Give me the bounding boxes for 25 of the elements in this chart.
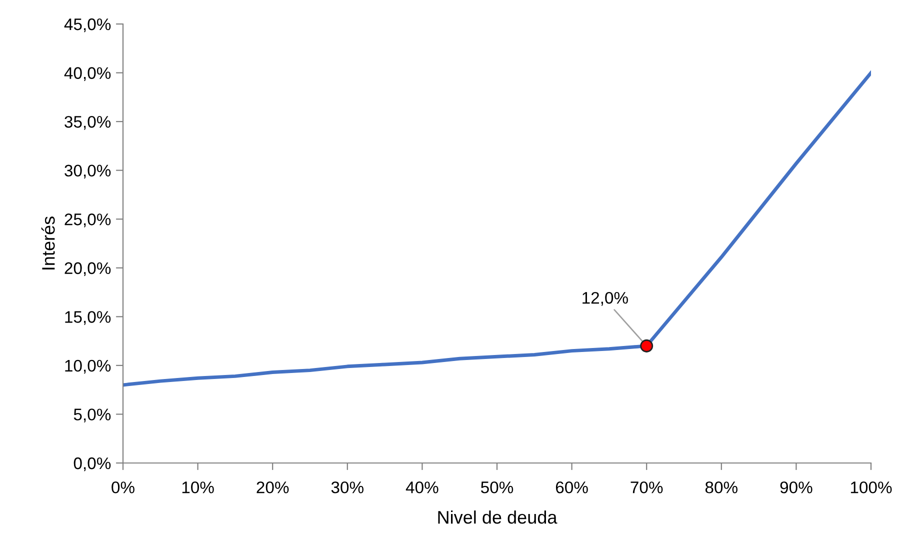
y-axis-title: Interés: [41, 216, 55, 270]
x-tick-label: 10%: [182, 481, 214, 494]
x-axis-title: Nivel de deuda: [438, 510, 558, 524]
x-tick-label: 50%: [480, 481, 514, 494]
x-tick-label: 20%: [256, 481, 289, 494]
y-tick-label: 10,0%: [65, 360, 111, 374]
y-tick-label: 45,0%: [64, 18, 111, 32]
y-tick-label: 35,0%: [64, 116, 111, 130]
x-tick-label: 100%: [850, 481, 892, 494]
y-tick-label: 20,0%: [64, 262, 111, 276]
x-tick-label: 70%: [630, 481, 663, 494]
y-tick-label: 5,0%: [74, 408, 111, 422]
y-tick-label: 40,0%: [64, 67, 111, 81]
y-tick-label: 0,0%: [74, 457, 111, 472]
y-tick-label: 30,0%: [64, 164, 111, 179]
x-tick-label: 0%: [112, 481, 134, 494]
annotation: 12,0%: [582, 292, 628, 306]
line-series: [123, 71, 871, 387]
x-tick-label: 40%: [406, 481, 438, 494]
x-tick-label: 30%: [331, 481, 364, 494]
x-tick-label: 90%: [780, 481, 812, 494]
x-tick-label: 80%: [705, 481, 738, 494]
x-tick-label: 60%: [556, 481, 588, 494]
y-tick-label: 25,0%: [64, 214, 111, 228]
y-tick-label: 15,0%: [65, 311, 111, 325]
